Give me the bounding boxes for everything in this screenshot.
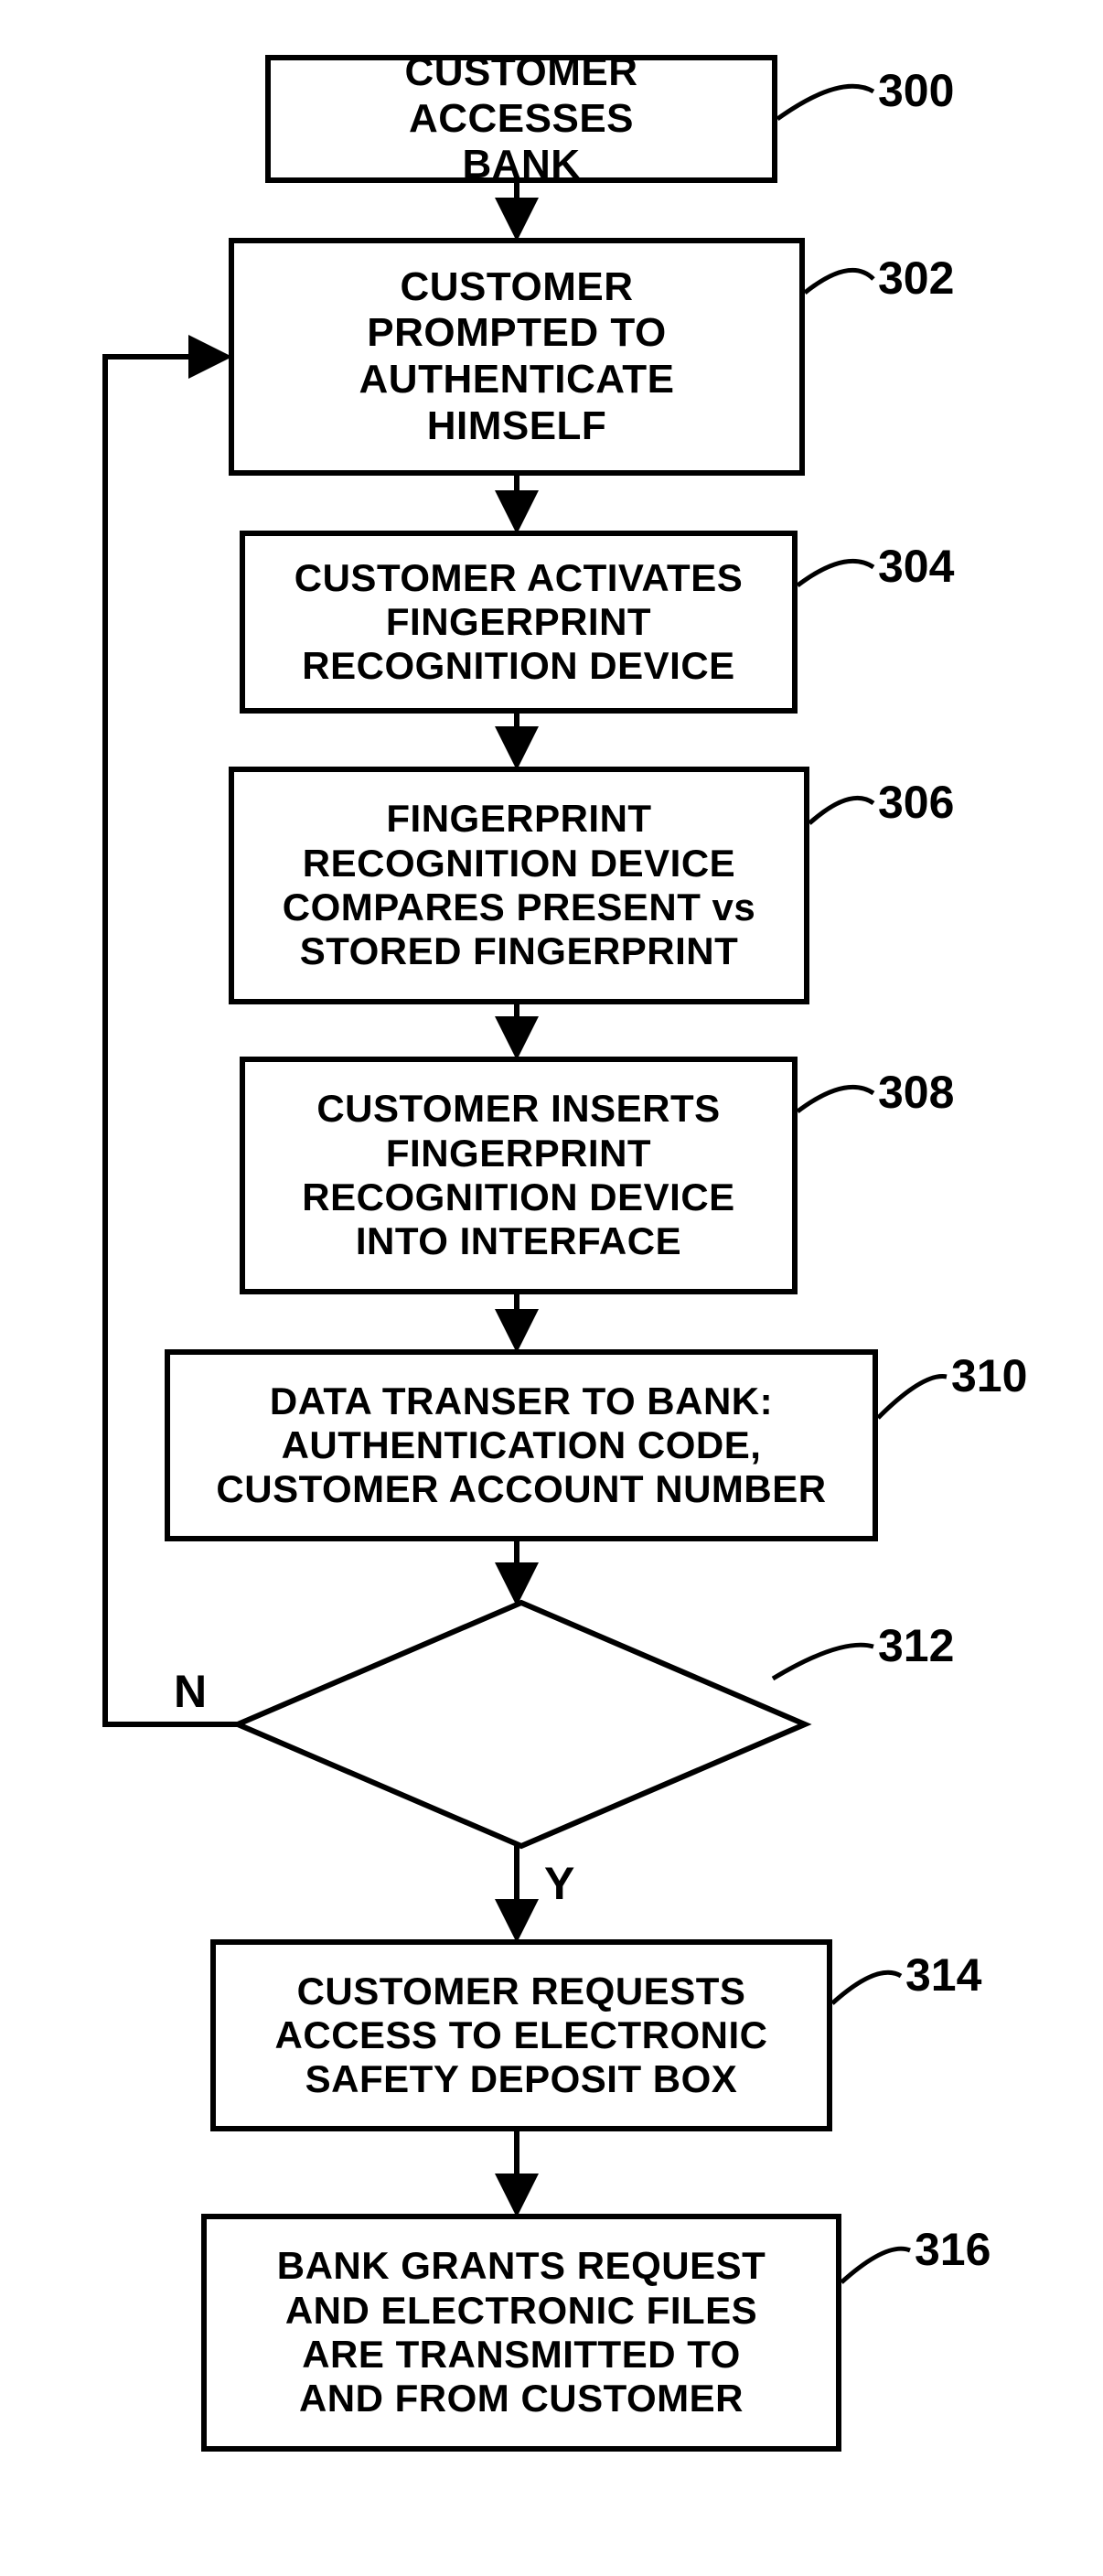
ref-304: 304 (878, 540, 954, 593)
node-302: CUSTOMERPROMPTED TOAUTHENTICATEHIMSELF (229, 238, 805, 476)
node-302-text: CUSTOMERPROMPTED TOAUTHENTICATEHIMSELF (359, 264, 675, 449)
node-308: CUSTOMER INSERTSFINGERPRINTRECOGNITION D… (240, 1057, 798, 1294)
node-314: CUSTOMER REQUESTSACCESS TO ELECTRONICSAF… (210, 1939, 832, 2131)
node-304-text: CUSTOMER ACTIVATESFINGERPRINTRECOGNITION… (294, 556, 743, 689)
ref-308: 308 (878, 1066, 954, 1119)
ref-310: 310 (951, 1349, 1027, 1402)
ref-314: 314 (905, 1948, 981, 2002)
node-310: DATA TRANSER TO BANK:AUTHENTICATION CODE… (165, 1349, 878, 1541)
edge-label-n: N (174, 1665, 207, 1718)
ref-312: 312 (878, 1619, 954, 1672)
ref-306: 306 (878, 776, 954, 829)
edge-label-y: Y (544, 1857, 574, 1910)
node-304: CUSTOMER ACTIVATESFINGERPRINTRECOGNITION… (240, 531, 798, 714)
node-300: CUSTOMER ACCESSESBANK (265, 55, 777, 183)
node-306-text: FINGERPRINTRECOGNITION DEVICECOMPARES PR… (283, 797, 756, 973)
node-308-text: CUSTOMER INSERTSFINGERPRINTRECOGNITION D… (302, 1087, 734, 1263)
ref-302: 302 (878, 252, 954, 305)
node-300-text: CUSTOMER ACCESSESBANK (289, 49, 754, 188)
node-306: FINGERPRINTRECOGNITION DEVICECOMPARES PR… (229, 767, 809, 1004)
node-312-text: AUTHENTICATIONCODE RECEIVED? (360, 1664, 683, 1785)
ref-300: 300 (878, 64, 954, 117)
node-314-text: CUSTOMER REQUESTSACCESS TO ELECTRONICSAF… (275, 1970, 768, 2102)
node-316-text: BANK GRANTS REQUESTAND ELECTRONIC FILESA… (277, 2244, 766, 2420)
node-316: BANK GRANTS REQUESTAND ELECTRONIC FILESA… (201, 2214, 841, 2452)
node-312-text-wrap: AUTHENTICATIONCODE RECEIVED? (238, 1601, 805, 1848)
node-310-text: DATA TRANSER TO BANK:AUTHENTICATION CODE… (216, 1379, 826, 1512)
ref-316: 316 (915, 2223, 991, 2276)
